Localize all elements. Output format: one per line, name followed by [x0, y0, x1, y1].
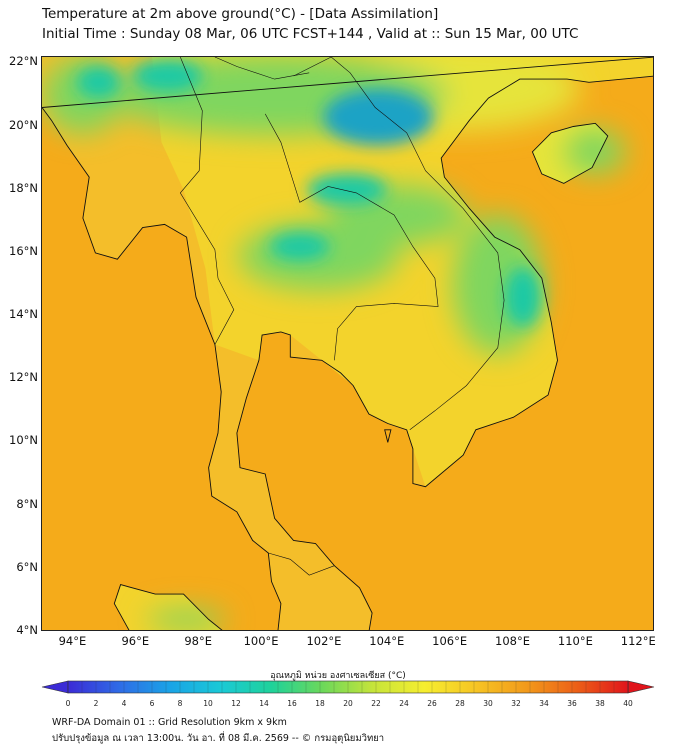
footer-update-info: ปรับปรุงข้อมูล ณ เวลา 13:00น. วัน อา. ที…: [52, 733, 385, 744]
colorbar-tick-label: 32: [511, 699, 521, 708]
loei-cold: [269, 232, 330, 261]
colorbar-tick-label: 22: [371, 699, 381, 708]
latitude-label: 4°N: [16, 623, 38, 637]
sumatra-cool: [146, 609, 227, 630]
colorbar-tick-label: 16: [287, 699, 297, 708]
colorbar-tick-label: 0: [66, 699, 71, 708]
longitude-label: 108°E: [495, 634, 531, 648]
colorbar-tick-label: 8: [178, 699, 183, 708]
map-subtitle: Initial Time : Sunday 08 Mar, 06 UTC FCS…: [42, 26, 579, 42]
colorbar-tick-label: 30: [483, 699, 493, 708]
thailand-malaysia-border: [268, 552, 335, 576]
colorbar-title: อุณหภูมิ หน่วย องศาเซลเซียส (°C): [270, 671, 406, 681]
footer-model-info: WRF-DA Domain 01 :: Grid Resolution 9km …: [52, 717, 287, 728]
longitude-label: 104°E: [369, 634, 405, 648]
longitude-label: 110°E: [557, 634, 593, 648]
temperature-map: [42, 57, 653, 630]
colorbar-tick-label: 34: [539, 699, 549, 708]
latitude-label: 18°N: [9, 180, 38, 195]
map-title: Temperature at 2m above ground(°C) - [Da…: [42, 6, 439, 22]
latitude-label: 10°N: [9, 433, 38, 448]
colorbar-tick-label: 10: [203, 699, 213, 708]
colorbar-tick-label: 24: [399, 699, 409, 708]
laos-cold: [306, 173, 387, 206]
longitude-label: 106°E: [432, 634, 468, 648]
latitude-label: 12°N: [9, 370, 38, 385]
longitude-label: 112°E: [620, 634, 656, 648]
longitude-label: 102°E: [306, 634, 342, 648]
colorbar-tick-label: 4: [122, 699, 127, 708]
longitude-label: 96°E: [121, 634, 150, 648]
latitude-label: 8°N: [16, 496, 38, 511]
myanmar-china-border: [214, 57, 310, 80]
cold-temperature-field: [76, 59, 541, 328]
hainan-cool: [565, 129, 626, 174]
latitude-label: 16°N: [9, 243, 38, 258]
colorbar-tick-label: 36: [567, 699, 577, 708]
phuquoc-coastline: [384, 429, 392, 443]
latitude-label: 6°N: [16, 559, 38, 574]
colorbar-tick-label: 28: [455, 699, 465, 708]
longitude-label: 94°E: [58, 634, 87, 648]
sumatra-coastline: [113, 584, 223, 630]
colorbar-gradient: [67, 680, 629, 694]
colorbar-tick-label: 26: [427, 699, 437, 708]
colorbar-tick-label: 20: [343, 699, 353, 708]
map-panel: [41, 56, 654, 631]
chin-cold: [76, 66, 121, 99]
north-laos-cold: [323, 89, 434, 146]
northern-mild-field: [152, 57, 653, 487]
colorbar: 0 2 4 6 8 10 12 14 16 18 20 22 24 26 28 30 32 34 36 38 40: [41, 680, 655, 708]
colorbar-tick-label: 14: [259, 699, 269, 708]
colorbar-tick-label: 2: [94, 699, 99, 708]
hainan-coastline: [531, 122, 609, 184]
mainland-coastline: [42, 57, 653, 630]
colorbar-max-extend: [627, 680, 655, 694]
latitude-label: 14°N: [9, 307, 38, 322]
myanmar-thailand-border: [179, 57, 235, 345]
colorbar-min-extend: [41, 680, 69, 694]
thailand-laos-cambodia-border: [264, 113, 439, 361]
colorbar-tick-label: 40: [623, 699, 633, 708]
colorbar-tick-label: 18: [315, 699, 325, 708]
longitude-label: 100°E: [243, 634, 279, 648]
colorbar-tick-label: 38: [595, 699, 605, 708]
latitude-label: 20°N: [9, 117, 38, 132]
laos-vietnam-cambodia-border: [293, 57, 505, 431]
highlands-cold: [504, 267, 541, 328]
latitude-label: 22°N: [9, 54, 38, 69]
coastline-borders: [42, 57, 653, 630]
shan-cold: [132, 59, 203, 92]
longitude-label: 98°E: [184, 634, 212, 648]
colorbar-tick-label: 6: [150, 699, 155, 708]
colorbar-tick-label: 12: [231, 699, 241, 708]
